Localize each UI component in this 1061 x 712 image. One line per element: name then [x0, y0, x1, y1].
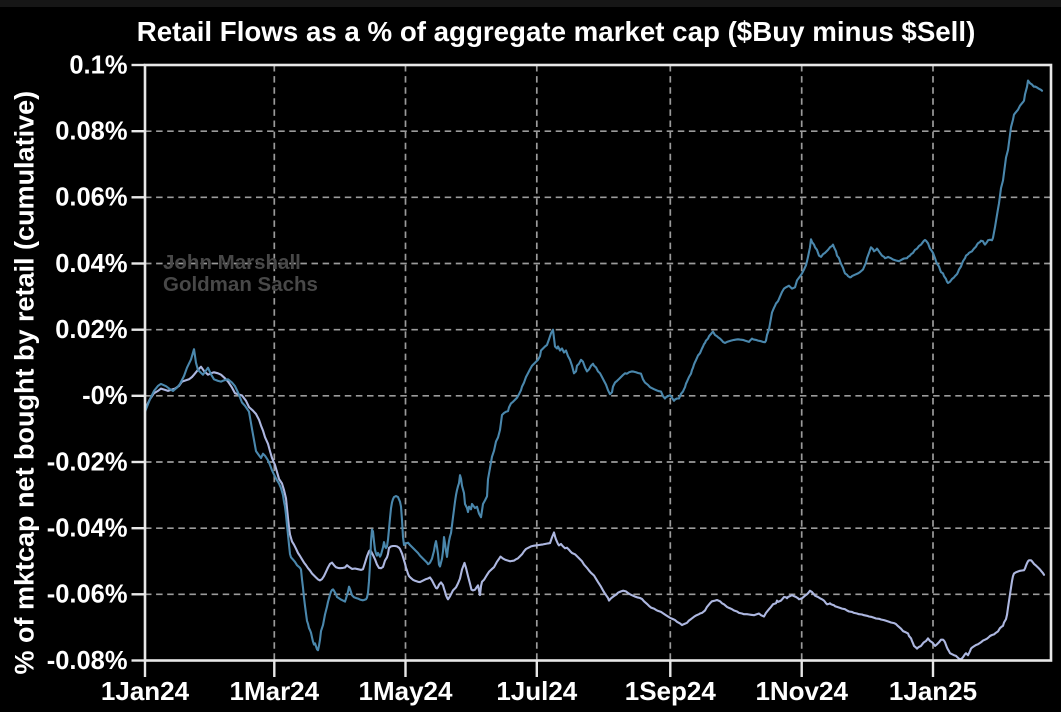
svg-text:0.04%: 0.04%	[55, 250, 127, 278]
svg-text:0.02%: 0.02%	[55, 316, 127, 344]
svg-text:-0.08%: -0.08%	[47, 647, 128, 675]
svg-text:1Nov24: 1Nov24	[755, 676, 848, 706]
svg-text:-0.04%: -0.04%	[47, 515, 128, 543]
svg-text:0.1%: 0.1%	[69, 51, 127, 79]
svg-text:-0.02%: -0.02%	[47, 448, 128, 476]
svg-text:-0%: -0%	[82, 382, 127, 410]
svg-text:1Sep24: 1Sep24	[625, 676, 717, 706]
svg-text:1Jan24: 1Jan24	[101, 676, 190, 706]
svg-text:0.06%: 0.06%	[55, 184, 127, 212]
svg-text:1Jul24: 1Jul24	[496, 676, 577, 706]
svg-text:John Marshall: John Marshall	[163, 251, 301, 274]
svg-text:Retail Flows as a % of aggrega: Retail Flows as a % of aggregate market …	[137, 16, 976, 47]
svg-text:-0.06%: -0.06%	[47, 581, 128, 609]
svg-text:% of mktcap net bought by reta: % of mktcap net bought by retail (cumula…	[10, 91, 40, 675]
svg-text:0.08%: 0.08%	[55, 118, 127, 146]
svg-text:1Jan25: 1Jan25	[889, 676, 977, 706]
svg-text:1May24: 1May24	[359, 676, 453, 706]
svg-text:1Mar24: 1Mar24	[229, 676, 319, 706]
svg-text:Goldman Sachs: Goldman Sachs	[163, 273, 318, 296]
